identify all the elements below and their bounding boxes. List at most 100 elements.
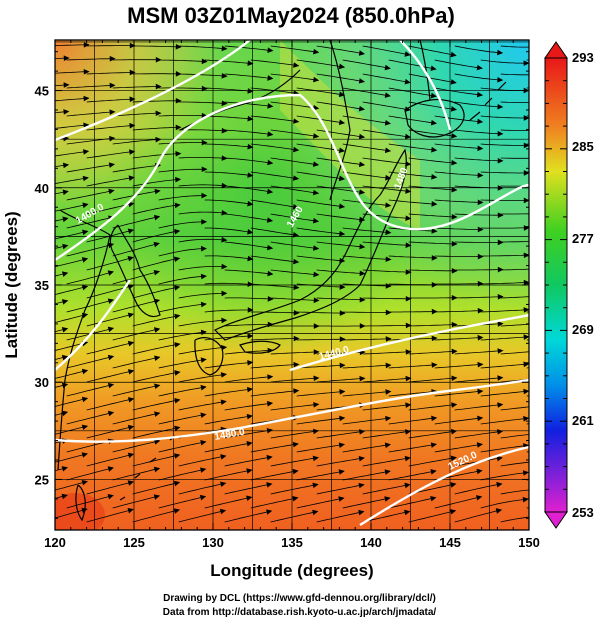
streamline xyxy=(66,163,115,173)
streamline xyxy=(500,213,529,215)
streamline-arrow xyxy=(221,73,228,79)
contour-label: 1480.0 xyxy=(214,427,246,443)
streamline-arrow xyxy=(339,362,346,369)
streamline xyxy=(500,129,529,131)
streamline xyxy=(178,510,226,523)
x-axis-label: Longitude (degrees) xyxy=(210,561,373,580)
streamline xyxy=(454,296,503,299)
streamline-arrow xyxy=(61,410,69,417)
streamline xyxy=(296,364,345,369)
streamline-arrow xyxy=(430,119,438,126)
streamline xyxy=(66,299,114,313)
streamline-arrow xyxy=(384,120,392,126)
streamline xyxy=(480,498,528,509)
streamline-arrow xyxy=(292,175,300,181)
streamline xyxy=(434,59,483,69)
streamline-arrow xyxy=(313,271,320,278)
streamline-arrow xyxy=(81,452,88,458)
streamline xyxy=(158,414,206,425)
streamline xyxy=(224,456,272,467)
streamline xyxy=(316,129,365,138)
streamline-arrow xyxy=(312,455,319,462)
streamline xyxy=(112,216,160,229)
streamline-arrow xyxy=(267,47,274,53)
streamline-arrow xyxy=(153,241,160,248)
streamline xyxy=(388,143,437,151)
colorbar-top-arrow xyxy=(544,41,568,59)
streamline-arrow xyxy=(385,415,392,422)
credit-drawing: Drawing by DCL (https://www.gfd-dennou.o… xyxy=(163,593,436,604)
streamline-arrow xyxy=(430,495,437,502)
streamline xyxy=(434,255,483,257)
streamline-arrow xyxy=(221,155,228,161)
streamline-arrow xyxy=(451,294,458,301)
streamline xyxy=(388,255,437,259)
x-tick-label: 125 xyxy=(123,535,145,550)
streamline-arrow xyxy=(497,321,504,327)
streamline xyxy=(112,243,160,257)
streamline-arrow xyxy=(313,104,320,111)
streamline xyxy=(480,282,529,285)
streamline-arrow xyxy=(358,482,365,489)
streamline xyxy=(500,268,529,271)
streamline-arrow xyxy=(108,162,116,168)
streamline xyxy=(270,185,319,194)
streamline xyxy=(270,457,319,467)
streamline-arrow xyxy=(107,410,115,417)
streamline-arrow xyxy=(570,307,575,311)
streamline-arrow xyxy=(450,482,457,488)
streamline-arrow xyxy=(127,340,135,347)
streamline xyxy=(408,324,457,327)
streamline-arrow xyxy=(384,92,391,98)
streamline xyxy=(224,101,273,107)
streamline xyxy=(55,411,68,416)
streamline-arrow xyxy=(127,424,135,431)
streamline xyxy=(204,442,252,453)
streamline-arrow xyxy=(266,509,273,515)
streamline xyxy=(388,311,437,313)
streamline-arrow xyxy=(61,466,68,472)
streamline-arrow xyxy=(312,217,320,224)
streamline xyxy=(132,482,180,495)
streamline-arrow xyxy=(477,172,484,179)
streamline-arrow xyxy=(220,372,228,378)
streamline-arrow xyxy=(175,43,182,50)
streamline-arrow xyxy=(174,313,181,320)
colorbar-label: 261 xyxy=(572,413,594,428)
streamline xyxy=(250,497,298,509)
streamline xyxy=(362,484,410,495)
streamline-arrow xyxy=(359,375,366,382)
streamline-arrow xyxy=(450,51,457,58)
streamline-arrow xyxy=(570,168,575,172)
streamline-arrow xyxy=(201,166,208,173)
streamline-arrow xyxy=(200,273,207,280)
streamline xyxy=(296,255,345,262)
streamline-arrow xyxy=(451,402,458,408)
streamline-arrow xyxy=(451,375,458,382)
streamline xyxy=(342,444,391,453)
streamline xyxy=(500,406,529,411)
streamline-arrow xyxy=(221,100,228,107)
streamline xyxy=(158,441,206,453)
streamline-arrow xyxy=(127,507,134,514)
streamline-arrow xyxy=(405,269,412,275)
colorbar-bottom-arrow xyxy=(544,511,568,529)
streamline xyxy=(500,73,529,76)
streamline-arrow xyxy=(570,473,575,477)
streamline-arrow xyxy=(107,382,115,389)
streamline-arrow xyxy=(293,310,300,316)
streamline xyxy=(132,315,180,327)
streamline-arrow xyxy=(61,493,68,500)
streamline-arrow xyxy=(109,109,116,115)
streamline-arrow xyxy=(476,468,483,475)
streamline xyxy=(296,338,345,341)
streamline xyxy=(178,157,227,159)
streamline-arrow xyxy=(175,176,182,183)
streamline-arrow xyxy=(173,480,181,487)
streamline-arrow xyxy=(497,77,504,83)
streamline-arrow xyxy=(247,200,254,207)
streamline-arrow xyxy=(220,399,227,406)
streamline xyxy=(316,101,365,110)
y-tick-label: 40 xyxy=(35,181,49,196)
streamline-arrow xyxy=(523,415,529,422)
